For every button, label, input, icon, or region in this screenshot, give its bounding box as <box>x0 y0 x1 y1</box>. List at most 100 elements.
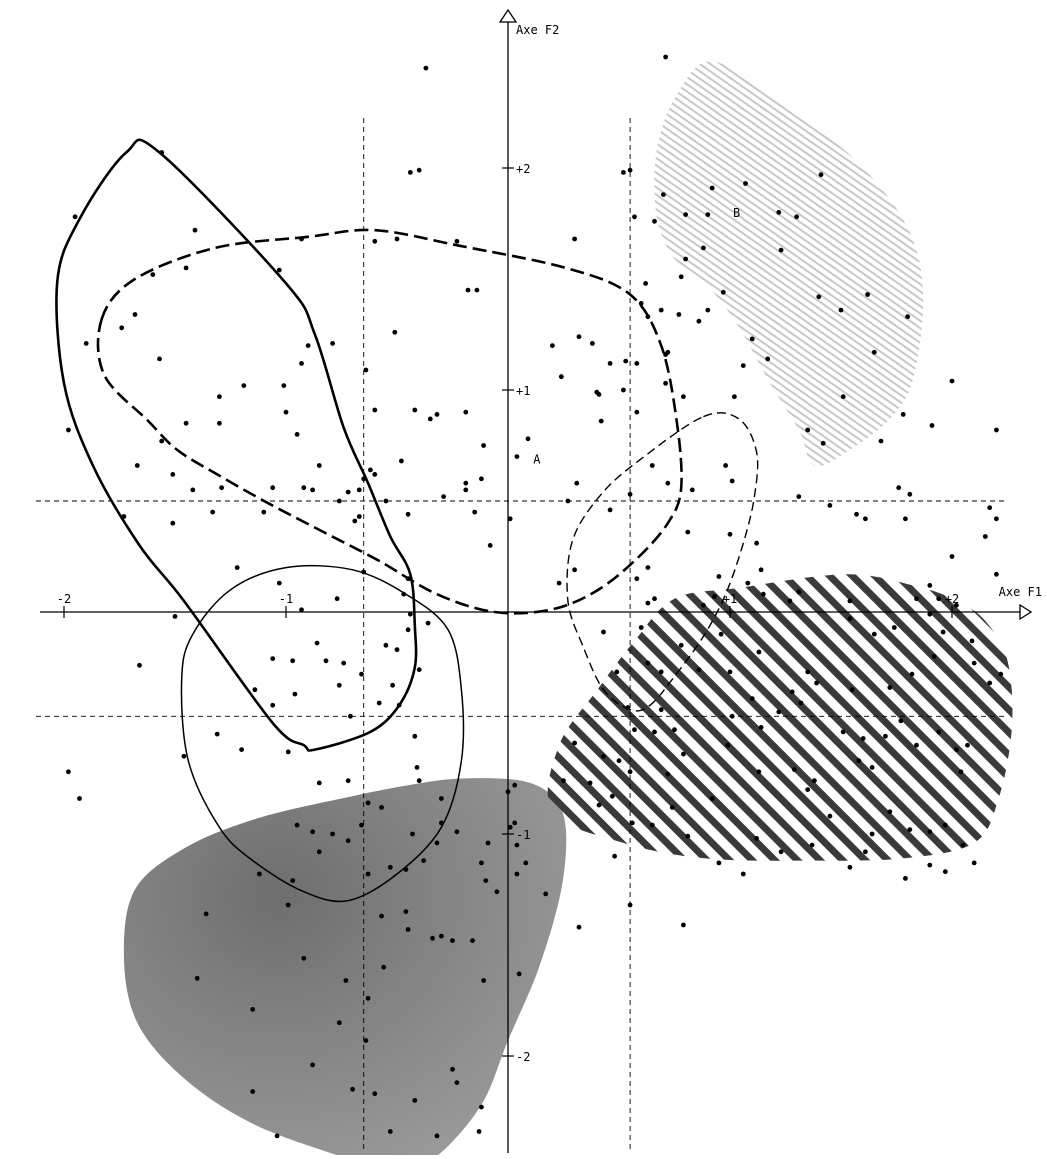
data-point <box>214 731 220 737</box>
data-point <box>927 583 933 588</box>
data-point <box>481 978 486 983</box>
data-point <box>716 574 722 579</box>
data-point <box>285 902 291 908</box>
data-point <box>550 343 555 348</box>
data-point <box>847 598 853 604</box>
data-point <box>283 409 289 415</box>
data-point <box>887 809 893 815</box>
data-point <box>561 778 566 784</box>
data-point <box>903 876 908 881</box>
data-point <box>796 589 802 595</box>
data-point <box>689 487 695 493</box>
data-point <box>416 167 422 173</box>
data-point <box>454 1080 460 1085</box>
data-point <box>281 383 287 388</box>
data-point <box>789 689 795 695</box>
data-point <box>869 765 875 770</box>
data-point <box>909 671 915 677</box>
data-point <box>696 667 702 673</box>
region-grey-shade <box>123 778 567 1159</box>
data-point <box>66 769 71 775</box>
data-point <box>936 729 942 735</box>
data-point <box>239 747 245 752</box>
data-point <box>514 871 520 877</box>
data-point <box>416 778 422 784</box>
data-point <box>72 214 78 220</box>
data-point <box>590 341 595 346</box>
region-solid-thick <box>55 138 418 752</box>
data-point <box>190 487 196 493</box>
data-point <box>294 822 300 828</box>
data-point <box>252 687 258 693</box>
data-point <box>683 212 688 218</box>
data-point <box>450 938 455 943</box>
data-point <box>345 489 351 495</box>
data-point <box>270 656 276 661</box>
data-point <box>365 995 371 1001</box>
data-point <box>900 412 906 417</box>
data-point <box>183 265 189 271</box>
data-point <box>301 955 307 961</box>
data-point <box>572 236 577 242</box>
data-point <box>572 740 577 746</box>
data-point <box>376 700 382 706</box>
data-point <box>558 374 564 380</box>
data-point <box>412 1098 418 1103</box>
data-point <box>172 614 178 619</box>
data-point <box>681 394 686 400</box>
data-point <box>840 394 846 400</box>
data-point <box>372 472 378 477</box>
data-point <box>787 598 793 604</box>
data-point <box>616 758 622 764</box>
data-point <box>809 842 815 848</box>
data-point <box>368 467 373 473</box>
data-point <box>134 463 140 468</box>
data-point <box>896 485 902 491</box>
data-point <box>434 412 440 417</box>
data-point <box>678 642 684 648</box>
data-point <box>949 378 955 384</box>
data-point <box>729 478 735 484</box>
data-point <box>372 1091 378 1097</box>
data-point <box>629 820 635 826</box>
data-point <box>665 480 671 486</box>
region-layer <box>55 61 1013 1159</box>
data-point <box>439 820 444 826</box>
data-point <box>217 394 222 400</box>
y-axis-arrow-icon <box>498 8 518 23</box>
data-point <box>860 736 866 741</box>
data-point <box>576 924 582 930</box>
data-point <box>361 569 367 575</box>
data-point <box>343 978 349 983</box>
data-point <box>661 192 666 198</box>
data-point <box>203 911 209 917</box>
data-point <box>638 625 644 630</box>
data-point <box>334 596 340 602</box>
data-point <box>403 867 409 872</box>
data-point <box>314 640 320 646</box>
data-point <box>427 416 433 422</box>
data-point <box>907 491 913 497</box>
data-point <box>676 312 682 317</box>
data-point <box>390 682 395 688</box>
data-point <box>412 733 418 739</box>
data-point <box>645 600 651 606</box>
data-point <box>430 935 435 941</box>
data-point <box>696 318 702 324</box>
data-point <box>778 849 784 855</box>
data-point <box>665 771 671 777</box>
data-point <box>740 363 746 368</box>
data-point <box>954 747 959 752</box>
data-point <box>316 780 322 786</box>
data-point <box>587 780 593 786</box>
data-point <box>865 292 870 297</box>
data-point <box>663 352 668 357</box>
data-point <box>301 485 307 491</box>
data-point <box>949 554 955 559</box>
data-point <box>927 862 933 868</box>
data-point <box>678 274 684 280</box>
data-point <box>954 602 959 608</box>
data-point <box>701 602 706 608</box>
data-point <box>718 631 724 637</box>
data-point <box>454 238 460 244</box>
